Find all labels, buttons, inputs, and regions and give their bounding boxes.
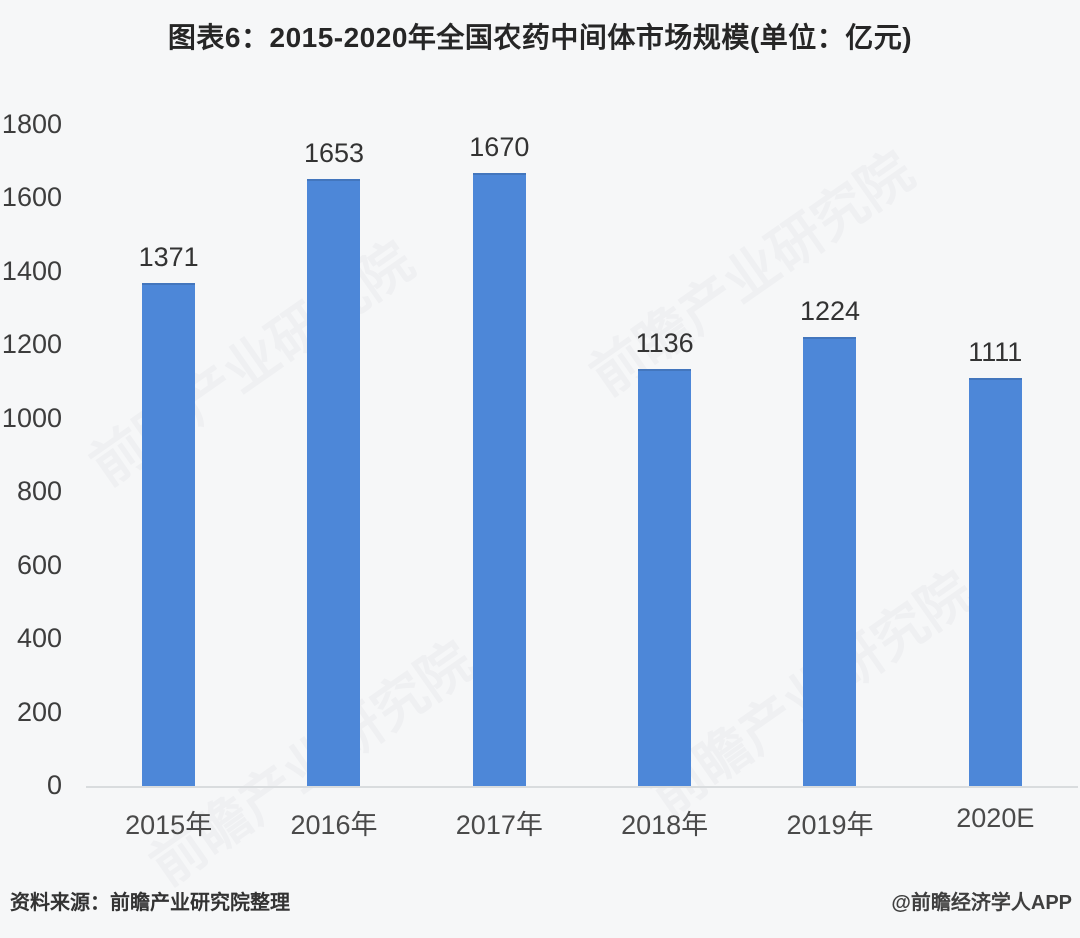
bar [307,178,361,786]
y-tick-label: 800 [16,476,62,507]
bar-column: 1653 [251,125,416,786]
bar-column: 1224 [747,125,912,786]
bar [472,172,526,786]
source-note: 资料来源：前瞻产业研究院整理 [10,892,290,914]
bar-value-label: 1371 [138,241,199,272]
bars-container: 1371 1653 1670 1136 1224 1111 [86,125,1078,786]
x-tick-label: 2020E [956,803,1035,833]
bar-value-label: 1670 [469,131,530,162]
y-tick-label: 0 [46,769,62,800]
x-tick-label: 2019年 [786,810,874,840]
bar-value-label: 1111 [968,337,1023,368]
y-axis: 0 200 400 600 800 1000 1200 1400 1600 1800 [0,109,62,800]
x-tick-label: 2015年 [125,810,213,840]
bar [142,282,196,786]
y-tick-label: 1400 [1,255,62,286]
y-tick-label: 200 [16,696,62,727]
bar-value-label: 1653 [303,137,365,168]
chart-title: 图表6：2015-2020年全国农药中间体市场规模(单位：亿元) [167,22,913,53]
bar-column: 1111 [913,125,1078,786]
y-tick-label: 1200 [1,329,62,360]
bar-column: 1136 [582,125,747,786]
y-tick-label: 400 [16,622,62,653]
footer: 资料来源：前瞻产业研究院整理 @前瞻经济学人APP [10,886,1072,915]
bar-value-label: 1136 [635,327,694,358]
y-tick-label: 600 [16,549,62,580]
bar-value-label: 1224 [799,295,861,326]
bar [968,378,1022,786]
bar-column: 1371 [86,125,251,786]
bar [803,336,857,786]
x-axis-line [86,786,1078,788]
x-tick-label: 2016年 [290,810,378,840]
bar [638,368,692,786]
x-axis-labels: 2015年 2016年 2017年 2018年 2019年 2020E [86,803,1078,842]
y-tick-label: 1000 [1,402,62,433]
attribution-note: @前瞻经济学人APP [891,892,1072,914]
x-tick-label: 2018年 [621,810,709,840]
bar-column: 1670 [417,125,582,786]
y-tick-label: 1800 [1,108,62,139]
y-tick-label: 1600 [1,182,62,213]
x-tick-label: 2017年 [455,810,543,840]
